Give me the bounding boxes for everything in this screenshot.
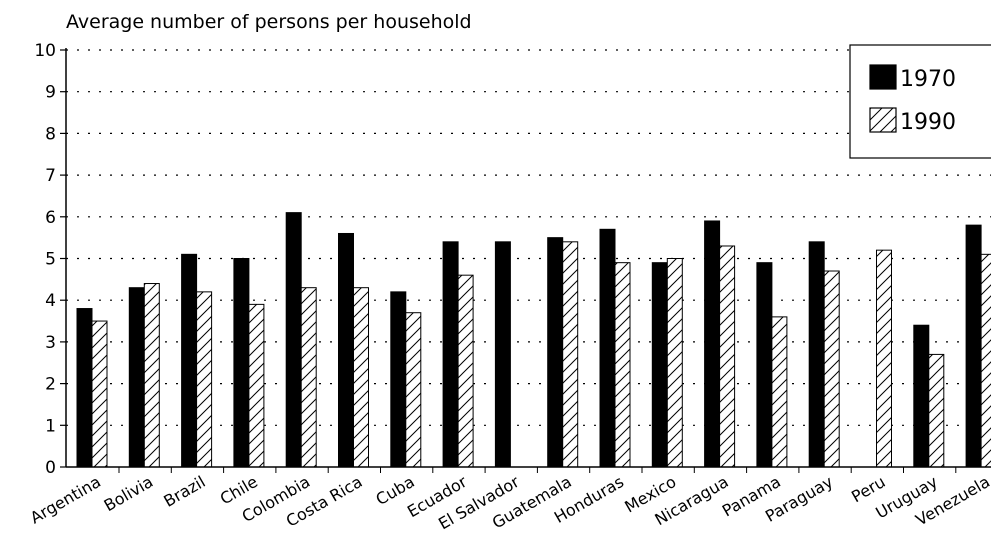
bar-1970-venezuela: [965, 224, 982, 468]
bar-1990-peru: [876, 249, 892, 468]
y-tick-label: 8: [45, 124, 56, 144]
y-tick-label: 7: [45, 166, 56, 186]
y-tick-label: 6: [45, 208, 56, 228]
bar-1990-cuba: [405, 312, 422, 468]
bar-1990-venezuela: [980, 253, 991, 468]
x-category-label: Argentina: [27, 472, 104, 527]
bar-1970-ecuador: [442, 241, 459, 468]
bar-1970-cuba: [390, 291, 407, 468]
chart-title: Average number of persons per household: [66, 11, 472, 33]
bar-1970-nicaragua: [704, 220, 721, 468]
gridlines: [66, 49, 991, 426]
bar-1990-costa-rica: [353, 287, 369, 468]
bar-1990-colombia: [300, 287, 317, 468]
y-tick-label: 2: [45, 375, 56, 395]
bar-1970-uruguay: [913, 324, 930, 468]
bar-1990-guatemala: [562, 241, 579, 468]
bar-1970-guatemala: [547, 237, 564, 468]
legend-label-1970: 1970: [900, 67, 956, 92]
y-axis: 0 1 2 3 4 5 6 7 8 9 10: [34, 41, 67, 478]
bar-1970-honduras: [599, 228, 616, 468]
bar-1970-mexico: [651, 262, 668, 468]
y-tick-label: 9: [45, 83, 56, 103]
bar-1990-mexico: [666, 258, 683, 468]
x-category-label: Bolivia: [101, 472, 157, 515]
bar-1970-colombia: [285, 212, 302, 468]
bar-1970-costa-rica: [338, 232, 354, 468]
bar-1990-argentina: [91, 320, 108, 468]
legend-box: [849, 44, 991, 159]
bar-1990-ecuador: [457, 274, 474, 468]
bar-1990-chile: [248, 303, 265, 468]
legend: 1970 1990: [849, 44, 991, 159]
y-tick-label: 1: [45, 416, 56, 436]
bar-1970-argentina: [76, 308, 93, 468]
bar-1990-uruguay: [928, 353, 945, 468]
legend-swatch-1990: [869, 107, 897, 133]
y-tick-label: 10: [34, 41, 56, 61]
y-tick-label: 0: [45, 458, 56, 478]
legend-label-1990: 1990: [900, 110, 956, 135]
bar-1990-panama: [771, 316, 788, 468]
bar-1990-honduras: [614, 262, 631, 468]
bar-1990-bolivia: [143, 283, 160, 468]
bar-1990-nicaragua: [719, 245, 736, 468]
bar-1970-panama: [756, 262, 773, 468]
y-tick-label: 3: [45, 333, 56, 353]
bar-1990-paraguay: [823, 270, 840, 468]
y-tick-label: 4: [45, 291, 56, 311]
bar-1970-el-salvador: [494, 241, 511, 468]
bar-1970-chile: [233, 258, 250, 468]
bar-1970-paraguay: [808, 241, 825, 468]
bar-1990-brazil: [196, 291, 213, 468]
bars: [76, 212, 991, 468]
bar-1970-brazil: [181, 253, 198, 468]
y-tick-label: 5: [45, 250, 56, 270]
x-category-label: Brazil: [160, 472, 208, 511]
bar-1970-bolivia: [128, 287, 145, 468]
legend-swatch-1970: [869, 64, 897, 90]
